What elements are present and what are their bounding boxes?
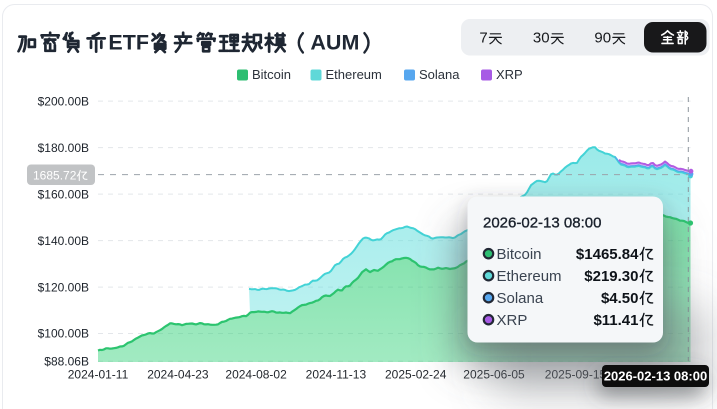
- svg-text:Ethereum: Ethereum: [326, 67, 382, 82]
- svg-text:ETF: ETF: [108, 31, 149, 55]
- svg-text:2024-11-13: 2024-11-13: [306, 368, 367, 382]
- svg-text:$4.50: $4.50: [601, 290, 639, 307]
- svg-text:$160.00B: $160.00B: [38, 187, 89, 201]
- svg-text:AUM: AUM: [310, 31, 359, 55]
- svg-text:$1465.84: $1465.84: [576, 246, 639, 263]
- svg-text:Ethereum: Ethereum: [497, 268, 562, 285]
- svg-text:2025-02-24: 2025-02-24: [385, 368, 447, 382]
- svg-text:7: 7: [479, 30, 487, 47]
- svg-text:$200.00B: $200.00B: [38, 94, 89, 108]
- svg-text:Bitcoin: Bitcoin: [497, 246, 542, 263]
- svg-text:$180.00B: $180.00B: [38, 141, 89, 155]
- svg-text:2024-04-23: 2024-04-23: [147, 368, 209, 382]
- svg-text:90: 90: [594, 30, 611, 47]
- svg-text:2024-08-02: 2024-08-02: [225, 368, 287, 382]
- svg-text:XRP: XRP: [496, 67, 523, 82]
- svg-text:1685.72: 1685.72: [33, 168, 77, 182]
- svg-text:2024-01-11: 2024-01-11: [68, 368, 129, 382]
- svg-text:$219.30: $219.30: [584, 268, 638, 285]
- svg-text:$140.00B: $140.00B: [38, 234, 89, 248]
- svg-text:Bitcoin: Bitcoin: [252, 67, 291, 82]
- svg-text:Solana: Solana: [497, 290, 544, 307]
- svg-text:2026-02-13 08:00: 2026-02-13 08:00: [604, 368, 707, 383]
- svg-text:Solana: Solana: [419, 67, 460, 82]
- svg-text:XRP: XRP: [497, 312, 528, 329]
- svg-text:$120.00B: $120.00B: [38, 280, 89, 294]
- svg-text:$100.00B: $100.00B: [38, 327, 89, 341]
- svg-text:2026-02-13 08:00: 2026-02-13 08:00: [483, 215, 601, 232]
- svg-text:$88.06B: $88.06B: [44, 355, 89, 369]
- svg-text:30: 30: [533, 30, 550, 47]
- svg-text:$11.41: $11.41: [593, 312, 638, 329]
